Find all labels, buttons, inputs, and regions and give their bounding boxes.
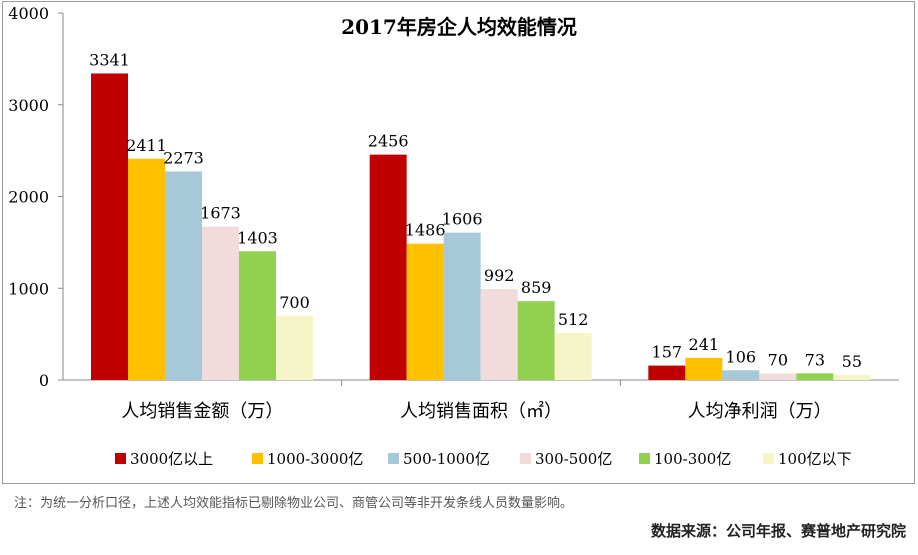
legend-label: 300-500亿 bbox=[535, 450, 612, 468]
bar-value-label: 2411 bbox=[126, 136, 167, 155]
bar-chart: 2017年房企人均效能情况 0 1000 2000 3000 4000 人均销售金额（万） 3… bbox=[8, 4, 899, 468]
bar-value-label: 2273 bbox=[163, 148, 204, 167]
bar bbox=[517, 301, 555, 380]
footnote: 注：为统一分析口径，上述人均效能指标已剔除物业公司、商管公司等非开发条线人员数量… bbox=[14, 496, 574, 511]
y-tick-label: 1000 bbox=[8, 279, 49, 298]
bar bbox=[648, 365, 686, 380]
bar bbox=[406, 243, 444, 380]
legend-swatch bbox=[520, 453, 531, 464]
bar-value-label: 55 bbox=[842, 352, 862, 371]
y-tick-label: 0 bbox=[39, 371, 49, 390]
bar bbox=[202, 226, 239, 380]
bar-value-label: 1606 bbox=[442, 210, 483, 229]
bar-value-label: 1486 bbox=[405, 221, 446, 240]
y-tick-label: 4000 bbox=[8, 4, 49, 23]
bar-value-label: 241 bbox=[689, 335, 720, 354]
bar bbox=[369, 154, 407, 380]
bar bbox=[722, 370, 760, 380]
bar bbox=[165, 171, 202, 380]
legend-label: 1000-3000亿 bbox=[267, 450, 363, 468]
legend-label: 100亿以下 bbox=[778, 450, 852, 468]
bar bbox=[443, 232, 481, 380]
chart-title: 2017年房企人均效能情况 bbox=[341, 15, 577, 39]
bar bbox=[128, 158, 165, 380]
chart-frame: 2017年房企人均效能情况 0 1000 2000 3000 4000 人均销售金额（万） 3… bbox=[2, 1, 915, 484]
bar-value-label: 1403 bbox=[237, 228, 278, 247]
x-category-label: 人均净利润（万） bbox=[688, 401, 832, 422]
bar-value-label: 700 bbox=[279, 293, 310, 312]
legend-swatch bbox=[388, 453, 399, 464]
bar-value-label: 992 bbox=[484, 266, 515, 285]
bar bbox=[833, 374, 871, 380]
bar-value-label: 3341 bbox=[89, 50, 130, 69]
bar-value-label: 70 bbox=[768, 351, 788, 370]
legend-swatch bbox=[763, 453, 774, 464]
bar bbox=[759, 373, 797, 380]
legend-swatch bbox=[115, 453, 126, 464]
x-category-label: 人均销售面积（㎡） bbox=[400, 400, 562, 422]
bar-value-label: 512 bbox=[558, 310, 589, 329]
bar-value-label: 106 bbox=[726, 347, 757, 366]
bar bbox=[239, 251, 276, 380]
legend-label: 500-1000亿 bbox=[403, 450, 490, 468]
bar-value-label: 2456 bbox=[368, 132, 409, 151]
bar bbox=[276, 315, 313, 380]
legend-swatch bbox=[252, 453, 263, 464]
source-credit: 数据来源：公司年报、赛普地产研究院 bbox=[650, 522, 906, 540]
legend-swatch bbox=[639, 453, 650, 464]
y-tick-label: 2000 bbox=[8, 188, 49, 207]
legend-label: 3000亿以上 bbox=[130, 450, 213, 468]
bar bbox=[554, 333, 592, 380]
legend-label: 100-300亿 bbox=[654, 450, 731, 468]
y-tick-label: 3000 bbox=[8, 96, 49, 115]
bar bbox=[685, 357, 723, 380]
bar-value-label: 73 bbox=[805, 350, 825, 369]
bar-value-label: 157 bbox=[652, 343, 683, 362]
bar bbox=[91, 73, 128, 380]
bar-value-label: 1673 bbox=[200, 204, 241, 223]
bar-value-label: 859 bbox=[521, 278, 552, 297]
bar bbox=[480, 288, 518, 380]
bar bbox=[796, 373, 834, 380]
x-category-label: 人均销售金额（万） bbox=[121, 401, 283, 422]
